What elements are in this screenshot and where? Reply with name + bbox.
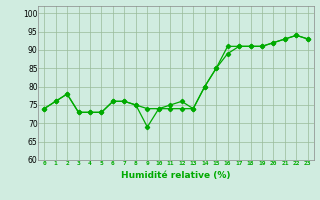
- X-axis label: Humidité relative (%): Humidité relative (%): [121, 171, 231, 180]
